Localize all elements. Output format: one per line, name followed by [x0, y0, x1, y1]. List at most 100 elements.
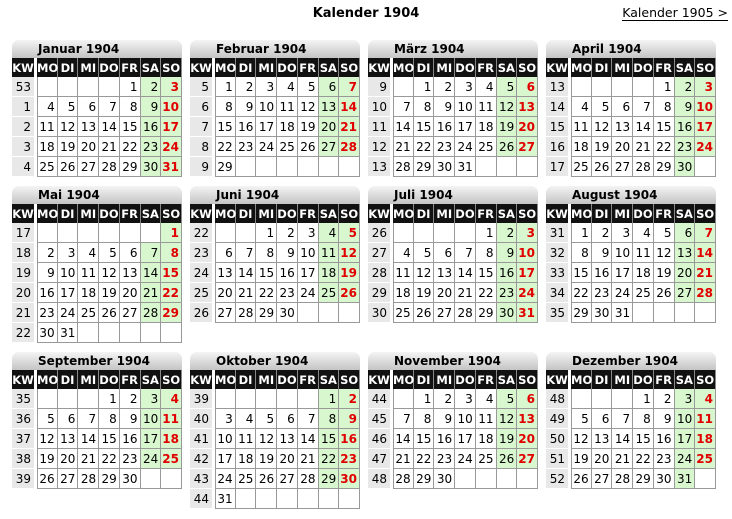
day-cell: 28 — [455, 303, 476, 323]
empty-day-cell — [496, 469, 518, 489]
day-cell: 10 — [140, 409, 162, 429]
empty-day-cell — [99, 323, 120, 343]
day-cell: 13 — [57, 429, 79, 449]
day-cell: 10 — [517, 243, 538, 263]
day-cell: 28 — [612, 469, 634, 489]
weekday-header: FR — [653, 58, 675, 77]
page-title: Kalender 1904 — [312, 6, 420, 21]
day-cell: 28 — [393, 157, 414, 177]
weekday-header: MI — [434, 370, 456, 389]
empty-day-cell — [37, 223, 58, 243]
day-cell: 11 — [633, 243, 654, 263]
month-table: KW MO DI MI DO FR SA SO 9 1 2 3 4 5 6 10 7 8 9 10 11 12 13 11 14… — [368, 58, 538, 177]
week-row: 17 25 26 27 28 29 30 — [546, 157, 716, 177]
day-cell: 3 — [140, 389, 162, 409]
weekday-header: DI — [57, 370, 79, 389]
empty-day-cell — [695, 157, 716, 177]
weekday-header: DO — [633, 370, 654, 389]
day-cell: 17 — [256, 117, 278, 137]
day-cell: 31 — [57, 323, 79, 343]
day-cell: 18 — [78, 283, 100, 303]
day-cell: 23 — [140, 137, 162, 157]
month-title: November 1904 — [368, 352, 538, 370]
empty-day-cell — [119, 223, 141, 243]
weekday-header: SO — [695, 370, 716, 389]
day-cell: 24 — [517, 283, 538, 303]
empty-day-cell — [591, 389, 613, 409]
month-title: Juni 1904 — [190, 186, 360, 204]
empty-day-cell — [517, 469, 538, 489]
day-cell: 20 — [119, 283, 141, 303]
week-number: 38 — [12, 449, 37, 469]
day-cell: 13 — [78, 117, 100, 137]
empty-day-cell — [215, 223, 236, 243]
day-cell: 26 — [297, 137, 319, 157]
day-cell: 5 — [57, 97, 79, 117]
day-cell: 28 — [695, 283, 716, 303]
day-cell: 5 — [297, 77, 319, 97]
weekday-header: FR — [297, 58, 319, 77]
day-cell: 4 — [695, 389, 716, 409]
day-cell: 17 — [674, 429, 696, 449]
week-number: 18 — [12, 243, 37, 263]
day-cell: 16 — [235, 117, 257, 137]
day-cell: 8 — [119, 97, 141, 117]
week-row: 35 1 2 3 4 — [12, 389, 182, 409]
weekday-header: SO — [339, 204, 360, 223]
month-table: KW MO DI MI DO FR SA SO 26 1 2 3 27 4 5 6 7 8 9 10 28 11 12 13 1… — [368, 204, 538, 323]
day-cell: 29 — [413, 469, 435, 489]
day-cell: 24 — [674, 449, 696, 469]
month-calendar: Juni 1904 KW MO DI MI DO FR SA SO 22 1 2 3 4 5 23 6 7 8 9 10… — [190, 186, 360, 323]
day-cell: 4 — [37, 97, 58, 117]
day-cell: 22 — [318, 449, 340, 469]
day-cell: 22 — [256, 283, 278, 303]
weekday-header: DO — [455, 58, 476, 77]
day-cell: 3 — [256, 77, 278, 97]
week-number: 41 — [190, 429, 215, 449]
day-cell: 9 — [339, 409, 360, 429]
empty-day-cell — [339, 489, 360, 509]
week-row: 6 8 9 10 11 12 13 14 — [190, 97, 360, 117]
day-cell: 10 — [256, 97, 278, 117]
weekday-header: MI — [78, 58, 100, 77]
day-cell: 6 — [277, 409, 298, 429]
next-year-link[interactable]: Kalender 1905 > — [622, 5, 728, 21]
week-row: 39 26 27 28 29 30 — [12, 469, 182, 489]
day-cell: 22 — [413, 137, 435, 157]
day-cell: 7 — [235, 243, 257, 263]
week-number: 1 — [12, 97, 37, 117]
week-number: 43 — [190, 469, 215, 489]
day-cell: 10 — [455, 409, 476, 429]
day-cell: 4 — [393, 243, 414, 263]
day-cell: 12 — [297, 97, 319, 117]
week-number: 44 — [190, 489, 215, 509]
empty-day-cell — [57, 223, 79, 243]
day-cell: 21 — [455, 283, 476, 303]
week-number: 42 — [190, 449, 215, 469]
day-cell: 5 — [496, 77, 518, 97]
empty-day-cell — [119, 323, 141, 343]
month-calendar: April 1904 KW MO DI MI DO FR SA SO 13 1 2 3 14 4 5 6 7 8 9 1… — [546, 40, 716, 177]
weekday-header: DO — [633, 204, 654, 223]
day-cell: 7 — [140, 243, 162, 263]
month-title: September 1904 — [12, 352, 182, 370]
day-cell: 12 — [653, 243, 675, 263]
week-row: 21 23 24 25 26 27 28 29 — [12, 303, 182, 323]
empty-day-cell — [475, 469, 497, 489]
day-cell: 6 — [591, 409, 613, 429]
day-cell: 1 — [413, 77, 435, 97]
day-cell: 5 — [591, 97, 613, 117]
day-cell: 28 — [339, 137, 360, 157]
empty-day-cell — [256, 157, 278, 177]
day-cell: 5 — [571, 409, 592, 429]
week-row: 51 19 20 21 22 23 24 25 — [546, 449, 716, 469]
day-cell: 18 — [161, 429, 182, 449]
day-cell: 31 — [517, 303, 538, 323]
day-cell: 11 — [235, 429, 257, 449]
empty-day-cell — [339, 157, 360, 177]
day-cell: 11 — [393, 263, 414, 283]
week-number: 39 — [12, 469, 37, 489]
day-cell: 3 — [455, 77, 476, 97]
day-cell: 12 — [256, 429, 278, 449]
